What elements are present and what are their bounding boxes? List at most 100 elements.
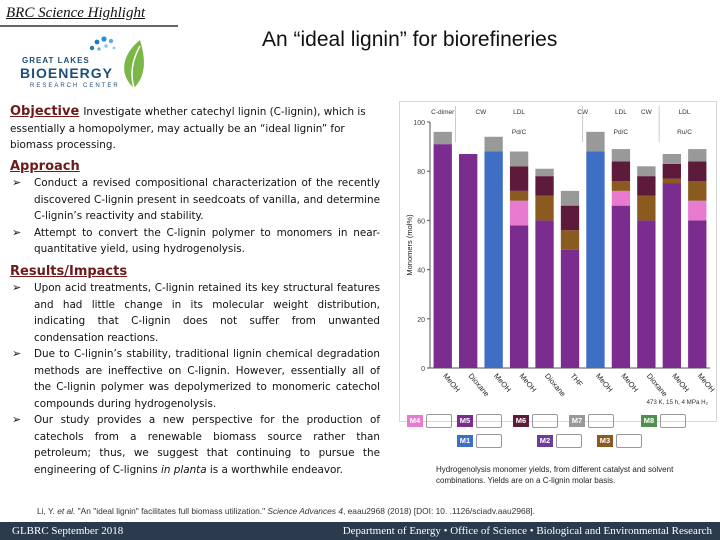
bar-segment [688, 149, 707, 162]
bar-segment [611, 190, 631, 206]
bar-segment [535, 220, 554, 368]
list-item: Due to C-lignin’s stability, traditional… [10, 346, 380, 412]
bar-segment [611, 181, 631, 191]
top-label: CW [641, 109, 653, 116]
dots-icon [89, 36, 116, 51]
top-label: CW [475, 109, 487, 116]
chart-panel: 0 20 40 60 80 100 Monomers (mol%) MeOH Dioxane Me… [399, 101, 717, 422]
monomer-label: M7 [569, 415, 585, 427]
bar-segment [509, 200, 529, 226]
bar-segment [509, 225, 529, 368]
bar-segment [637, 176, 656, 196]
citation-tail: , eaau2968 (2018) [DOI: 10. .1126/sciadv… [342, 506, 535, 516]
citation-prefix: Li, Y. [37, 506, 58, 516]
bar-segment [688, 181, 707, 201]
approach-heading: Approach [10, 158, 80, 174]
bar-segment [560, 190, 580, 206]
footer-right: Department of Energy • Office of Science… [342, 525, 712, 537]
y-tick-label: 60 [417, 218, 425, 225]
bar-segment [662, 183, 681, 368]
top-label: CW [577, 109, 589, 116]
x-tick-label: MeOH [696, 372, 717, 394]
left-column: Objective Investigate whether catechyl li… [10, 104, 380, 481]
x-tick-label: MeOH [619, 372, 640, 394]
monomer-label: M8 [641, 415, 657, 427]
slide-title: An “ideal lignin” for biorefineries [262, 28, 558, 51]
approach-list: Conduct a revised compositional characte… [10, 175, 380, 258]
objective-text: Investigate whether catechyl lignin (C-l… [10, 106, 366, 151]
bar-segment [637, 220, 656, 368]
bar-segment [637, 166, 656, 177]
bar-segment [484, 151, 503, 368]
monomer-label: M4 [407, 415, 423, 427]
x-tick-label: MeOH [441, 372, 462, 394]
monomer-label: M6 [513, 415, 529, 427]
top-label: LDL [615, 109, 627, 116]
x-tick-label: Dioxane [543, 372, 568, 399]
logo-line2: BIOENERGY [20, 65, 114, 81]
footer-bar: GLBRC September 2018 Department of Energ… [0, 522, 720, 540]
bar-segment [535, 176, 554, 196]
results-last-tail: is a worthwhile endeavor. [206, 463, 343, 476]
header-label: BRC Science Highlight [6, 5, 146, 21]
monomer-label: M3 [597, 435, 613, 447]
molecule-structure [588, 414, 614, 428]
catalyst-label: Pd/C [614, 129, 629, 136]
bar-segment [459, 153, 478, 368]
figure-caption: Hydrogenolysis monomer yields, from diff… [436, 465, 674, 485]
y-tick-label: 20 [417, 317, 425, 324]
x-tick-label: Dioxane [467, 372, 492, 399]
bar-segment [509, 166, 529, 191]
bar-segment [433, 131, 452, 145]
bar-segment [688, 161, 707, 182]
bar-segment [509, 151, 529, 167]
footer-left: GLBRC September 2018 [12, 525, 124, 537]
monomer-label: M1 [457, 435, 473, 447]
logo-line1: GREAT LAKES [22, 56, 90, 65]
x-tick-label: Dioxane [645, 372, 670, 399]
list-item: Attempt to convert the C-lignin polymer … [10, 225, 380, 258]
x-tick-label: MeOH [594, 372, 615, 394]
bar-segment [433, 144, 452, 368]
molecule-structure [476, 414, 502, 428]
bar-segment [535, 168, 554, 177]
objective-section: Objective Investigate whether catechyl li… [10, 104, 380, 154]
molecule-structure [556, 434, 582, 448]
y-axis-label: Monomers (mol%) [405, 214, 414, 276]
citation-etal: et al. [57, 506, 76, 516]
list-item-last: Our study provides a new perspective for… [10, 412, 380, 478]
bar-segment [611, 161, 631, 182]
molecule-structure [476, 434, 502, 448]
x-tick-label: MeOH [670, 372, 691, 394]
bar-segment [484, 136, 503, 152]
bar-segment [662, 153, 681, 164]
list-item: Conduct a revised compositional characte… [10, 175, 380, 225]
y-tick-label: 100 [413, 120, 425, 127]
citation: Li, Y. et al. "An "ideal lignin" facilit… [37, 506, 697, 516]
molecule-structure [616, 434, 642, 448]
results-list: Upon acid treatments, C-lignin retained … [10, 280, 380, 478]
monomer-label: M5 [457, 415, 473, 427]
citation-journal: Science Advances 4 [267, 506, 343, 516]
bar-segment [586, 151, 605, 368]
list-item: Upon acid treatments, C-lignin retained … [10, 280, 380, 346]
bar-segment [611, 149, 631, 162]
bar-segment [688, 200, 707, 221]
citation-mid: "An "ideal lignin" facilitates full biom… [75, 506, 268, 516]
bar-segment [509, 190, 529, 201]
glbrc-logo: GREAT LAKES BIOENERGY RESEARCH CENTER [12, 34, 162, 94]
bar-segment [662, 163, 681, 179]
molecule-structure [426, 414, 452, 428]
catalyst-label: Ru/C [677, 129, 692, 136]
bar-segment [560, 249, 580, 368]
molecule-structure [660, 414, 686, 428]
bar-segment [535, 195, 554, 221]
bar-segment [560, 205, 580, 231]
results-heading: Results/Impacts [10, 263, 128, 279]
x-tick-label: THF [568, 372, 585, 389]
y-tick-label: 80 [417, 169, 425, 176]
conditions-label: 473 K, 15 h, 4 MPa H₂ [646, 399, 708, 406]
bar-segment [688, 220, 707, 368]
y-tick-label: 40 [417, 268, 425, 275]
